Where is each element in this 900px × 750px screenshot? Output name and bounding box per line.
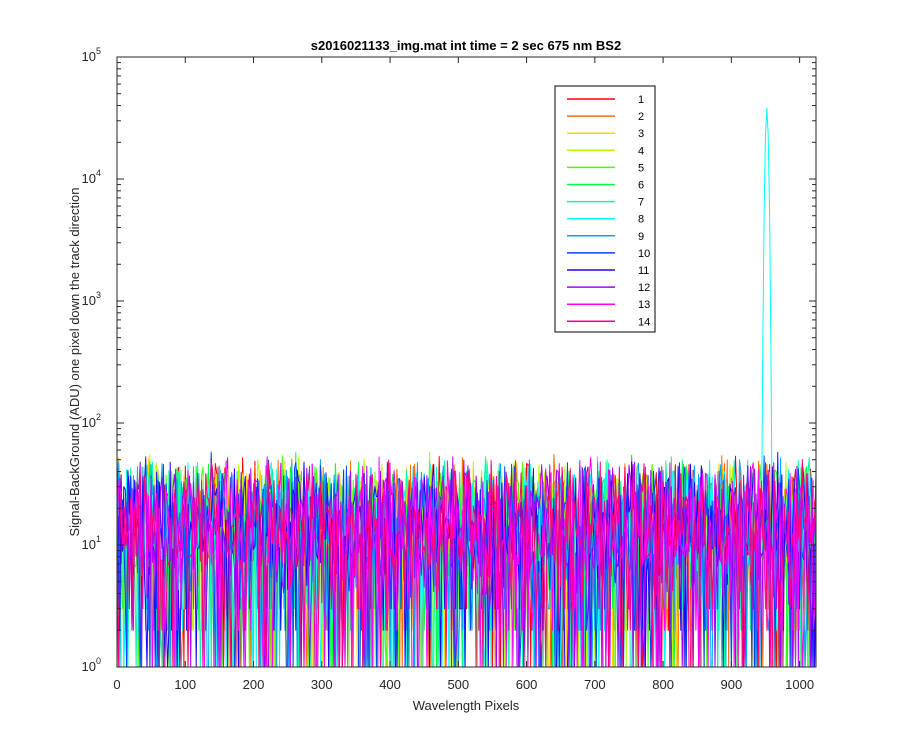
y-tick-label: 101 bbox=[82, 534, 101, 552]
y-axis-label: Signal-BackGround (ADU) one pixel down t… bbox=[67, 187, 82, 536]
x-tick-label: 700 bbox=[584, 677, 606, 692]
x-tick-label: 400 bbox=[379, 677, 401, 692]
series-layer bbox=[116, 107, 817, 668]
y-tick-label: 105 bbox=[82, 46, 101, 64]
x-tick-label: 500 bbox=[447, 677, 469, 692]
y-tick-label: 100 bbox=[82, 656, 101, 674]
axes-box bbox=[116, 56, 817, 668]
x-tick-label: 100 bbox=[174, 677, 196, 692]
y-tick-label: 104 bbox=[82, 168, 101, 186]
legend-label-11: 11 bbox=[638, 265, 649, 277]
legend-label-2: 2 bbox=[638, 111, 644, 123]
x-tick-label: 600 bbox=[516, 677, 538, 692]
x-tick-label: 900 bbox=[721, 677, 743, 692]
legend-label-10: 10 bbox=[638, 248, 650, 260]
series-line-14 bbox=[116, 459, 817, 668]
legend-label-13: 13 bbox=[638, 299, 650, 311]
legend-label-3: 3 bbox=[638, 128, 644, 140]
y-tick-label: 102 bbox=[82, 412, 101, 430]
legend-box bbox=[554, 85, 656, 333]
chart-title: s2016021133_img.mat int time = 2 sec 675… bbox=[311, 38, 621, 53]
legend-label-7: 7 bbox=[638, 197, 644, 209]
legend-label-8: 8 bbox=[638, 214, 644, 226]
legend-label-5: 5 bbox=[638, 162, 644, 174]
legend-label-6: 6 bbox=[638, 180, 644, 192]
x-tick-label: 200 bbox=[243, 677, 265, 692]
legend-label-4: 4 bbox=[638, 145, 644, 157]
legend-label-9: 9 bbox=[638, 231, 644, 243]
legend-label-1: 1 bbox=[638, 94, 644, 106]
y-tick-label: 103 bbox=[82, 290, 101, 308]
x-tick-label: 800 bbox=[652, 677, 674, 692]
x-tick-label: 1000 bbox=[785, 677, 814, 692]
axes-layer: 0 100 200 300 400 500 600 700 800 900 100010010110… bbox=[82, 46, 817, 692]
legend-label-14: 14 bbox=[638, 316, 650, 328]
x-tick-label: 300 bbox=[311, 677, 333, 692]
x-axis-label: Wavelength Pixels bbox=[413, 698, 520, 713]
legend-label-12: 12 bbox=[638, 282, 650, 294]
x-tick-label: 0 bbox=[113, 677, 120, 692]
